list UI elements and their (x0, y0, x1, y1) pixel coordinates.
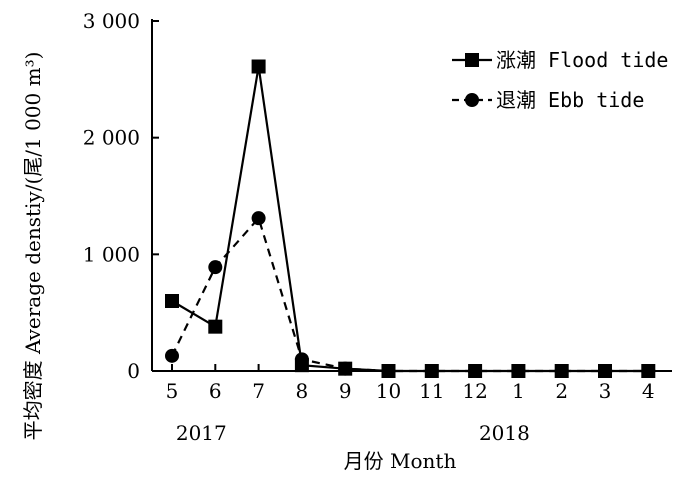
legend-label: 涨潮 Flood tide (496, 48, 668, 72)
series-line (171, 215, 649, 373)
series-ebb-tide (165, 211, 656, 378)
data-point (208, 319, 223, 334)
x-tick-label: 1 (512, 379, 525, 403)
data-point (338, 361, 353, 376)
x-tick-label: 10 (376, 379, 401, 403)
series-line (171, 66, 649, 373)
data-point (381, 364, 396, 378)
x-tick-label: 12 (462, 379, 487, 403)
data-point (251, 59, 266, 74)
x-tick-label: 3 (599, 379, 612, 403)
x-tick-label: 11 (419, 379, 444, 403)
x-tick-label: 5 (166, 379, 179, 403)
legend-item: 涨潮 Flood tide (452, 48, 668, 72)
data-point (641, 364, 656, 378)
y-tick-label: 0 (127, 359, 140, 383)
series-layer (165, 59, 656, 378)
data-point (554, 364, 569, 378)
x-tick-label: 9 (339, 379, 352, 403)
x-tick-label: 2 (555, 379, 568, 403)
y-tick-label: 2 000 (83, 126, 140, 150)
x-tick-label: 7 (252, 379, 265, 403)
data-point (511, 364, 526, 378)
y-axis-label: 平均密度 Average denstiy/(尾/1 000 m³) (21, 52, 45, 441)
y-tick-label: 1 000 (83, 242, 140, 266)
data-point (165, 348, 179, 363)
data-point (208, 260, 223, 275)
data-point (598, 364, 612, 378)
x-tick-label: 8 (296, 379, 309, 403)
legend-marker (465, 93, 479, 107)
x-axis-label: 月份 Month (344, 449, 457, 472)
x-tick-label: 4 (642, 379, 655, 403)
data-point (294, 358, 309, 373)
legend-label: 退潮 Ebb tide (496, 88, 644, 112)
legend: 涨潮 Flood tide 退潮 Ebb tide (452, 48, 668, 112)
year-label: 2018 (479, 421, 530, 445)
legend-marker (465, 53, 479, 67)
data-point (251, 211, 266, 226)
year-label: 2017 (176, 421, 227, 445)
data-point (424, 364, 439, 378)
x-tick-label: 6 (209, 379, 222, 403)
y-tick-label: 3 000 (83, 9, 140, 33)
data-point (468, 364, 483, 378)
data-point (165, 294, 179, 308)
legend-item: 退潮 Ebb tide (452, 88, 644, 112)
series-flood-tide (165, 59, 656, 378)
